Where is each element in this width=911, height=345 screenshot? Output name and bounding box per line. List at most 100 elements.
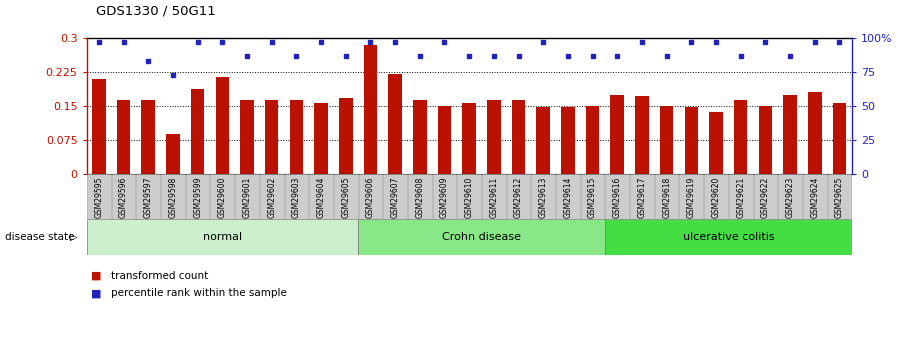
- Text: GSM29623: GSM29623: [785, 177, 794, 218]
- Text: GSM29604: GSM29604: [316, 177, 325, 218]
- Bar: [359, 174, 383, 219]
- Text: ulcerative colitis: ulcerative colitis: [682, 232, 774, 242]
- Bar: [358, 219, 605, 255]
- Text: GSM29611: GSM29611: [489, 177, 498, 218]
- Text: GSM29608: GSM29608: [415, 177, 425, 218]
- Text: GSM29605: GSM29605: [342, 177, 350, 218]
- Bar: [363, 45, 377, 174]
- Bar: [166, 134, 179, 174]
- Text: GSM29615: GSM29615: [589, 177, 597, 218]
- Bar: [408, 174, 432, 219]
- Text: Crohn disease: Crohn disease: [442, 232, 521, 242]
- Bar: [482, 174, 506, 219]
- Bar: [778, 174, 802, 219]
- Text: GSM29617: GSM29617: [638, 177, 647, 218]
- Text: GDS1330 / 50G11: GDS1330 / 50G11: [96, 4, 215, 17]
- Text: GSM29597: GSM29597: [144, 177, 153, 218]
- Bar: [684, 107, 698, 174]
- Bar: [710, 112, 722, 174]
- Bar: [531, 174, 555, 219]
- Text: GSM29620: GSM29620: [711, 177, 721, 218]
- Bar: [753, 174, 777, 219]
- Bar: [704, 174, 728, 219]
- Bar: [284, 174, 308, 219]
- Text: GSM29616: GSM29616: [613, 177, 622, 218]
- Text: GSM29606: GSM29606: [366, 177, 375, 218]
- Bar: [141, 100, 155, 174]
- Bar: [605, 219, 852, 255]
- Text: GSM29625: GSM29625: [835, 177, 844, 218]
- Bar: [309, 174, 333, 219]
- Bar: [561, 107, 575, 174]
- Bar: [117, 100, 130, 174]
- Bar: [610, 95, 624, 174]
- Bar: [413, 100, 426, 174]
- Text: GSM29621: GSM29621: [736, 177, 745, 218]
- Text: GSM29622: GSM29622: [761, 177, 770, 218]
- Bar: [433, 174, 456, 219]
- Bar: [334, 174, 358, 219]
- Bar: [290, 100, 303, 174]
- Text: GSM29618: GSM29618: [662, 177, 671, 218]
- Bar: [265, 100, 279, 174]
- Bar: [759, 106, 773, 174]
- Bar: [457, 174, 481, 219]
- Bar: [556, 174, 579, 219]
- Bar: [487, 100, 501, 174]
- Text: ■: ■: [91, 271, 102, 281]
- Bar: [260, 174, 283, 219]
- Bar: [437, 106, 451, 174]
- Bar: [734, 100, 748, 174]
- Text: normal: normal: [203, 232, 242, 242]
- Bar: [586, 106, 599, 174]
- Text: GSM29614: GSM29614: [563, 177, 572, 218]
- Text: GSM29598: GSM29598: [169, 177, 178, 218]
- Bar: [235, 174, 259, 219]
- Bar: [827, 174, 851, 219]
- Bar: [388, 74, 402, 174]
- Bar: [635, 96, 649, 174]
- Bar: [783, 95, 797, 174]
- Bar: [808, 91, 822, 174]
- Bar: [630, 174, 654, 219]
- Text: GSM29602: GSM29602: [267, 177, 276, 218]
- Text: ■: ■: [91, 288, 102, 298]
- Bar: [241, 100, 254, 174]
- Text: ▷: ▷: [70, 232, 77, 242]
- Text: GSM29599: GSM29599: [193, 177, 202, 218]
- Bar: [606, 174, 630, 219]
- Bar: [655, 174, 679, 219]
- Text: GSM29603: GSM29603: [292, 177, 301, 218]
- Bar: [507, 174, 530, 219]
- Bar: [339, 98, 353, 174]
- Text: percentile rank within the sample: percentile rank within the sample: [111, 288, 287, 298]
- Bar: [580, 174, 604, 219]
- Bar: [512, 100, 526, 174]
- Text: transformed count: transformed count: [111, 271, 209, 281]
- Bar: [87, 174, 111, 219]
- Text: GSM29619: GSM29619: [687, 177, 696, 218]
- Text: disease state: disease state: [5, 232, 74, 242]
- Bar: [210, 174, 234, 219]
- Bar: [384, 174, 407, 219]
- Bar: [660, 106, 673, 174]
- Text: GSM29612: GSM29612: [514, 177, 523, 218]
- Bar: [537, 107, 550, 174]
- Bar: [729, 174, 752, 219]
- Text: GSM29601: GSM29601: [242, 177, 251, 218]
- Bar: [463, 103, 476, 174]
- Bar: [314, 103, 328, 174]
- Bar: [190, 89, 204, 174]
- Text: GSM29596: GSM29596: [119, 177, 128, 218]
- Bar: [87, 219, 358, 255]
- Text: GSM29600: GSM29600: [218, 177, 227, 218]
- Text: GSM29610: GSM29610: [465, 177, 474, 218]
- Bar: [137, 174, 160, 219]
- Bar: [161, 174, 185, 219]
- Bar: [186, 174, 210, 219]
- Text: GSM29624: GSM29624: [810, 177, 819, 218]
- Text: GSM29613: GSM29613: [538, 177, 548, 218]
- Text: GSM29607: GSM29607: [391, 177, 400, 218]
- Bar: [216, 78, 229, 174]
- Bar: [680, 174, 703, 219]
